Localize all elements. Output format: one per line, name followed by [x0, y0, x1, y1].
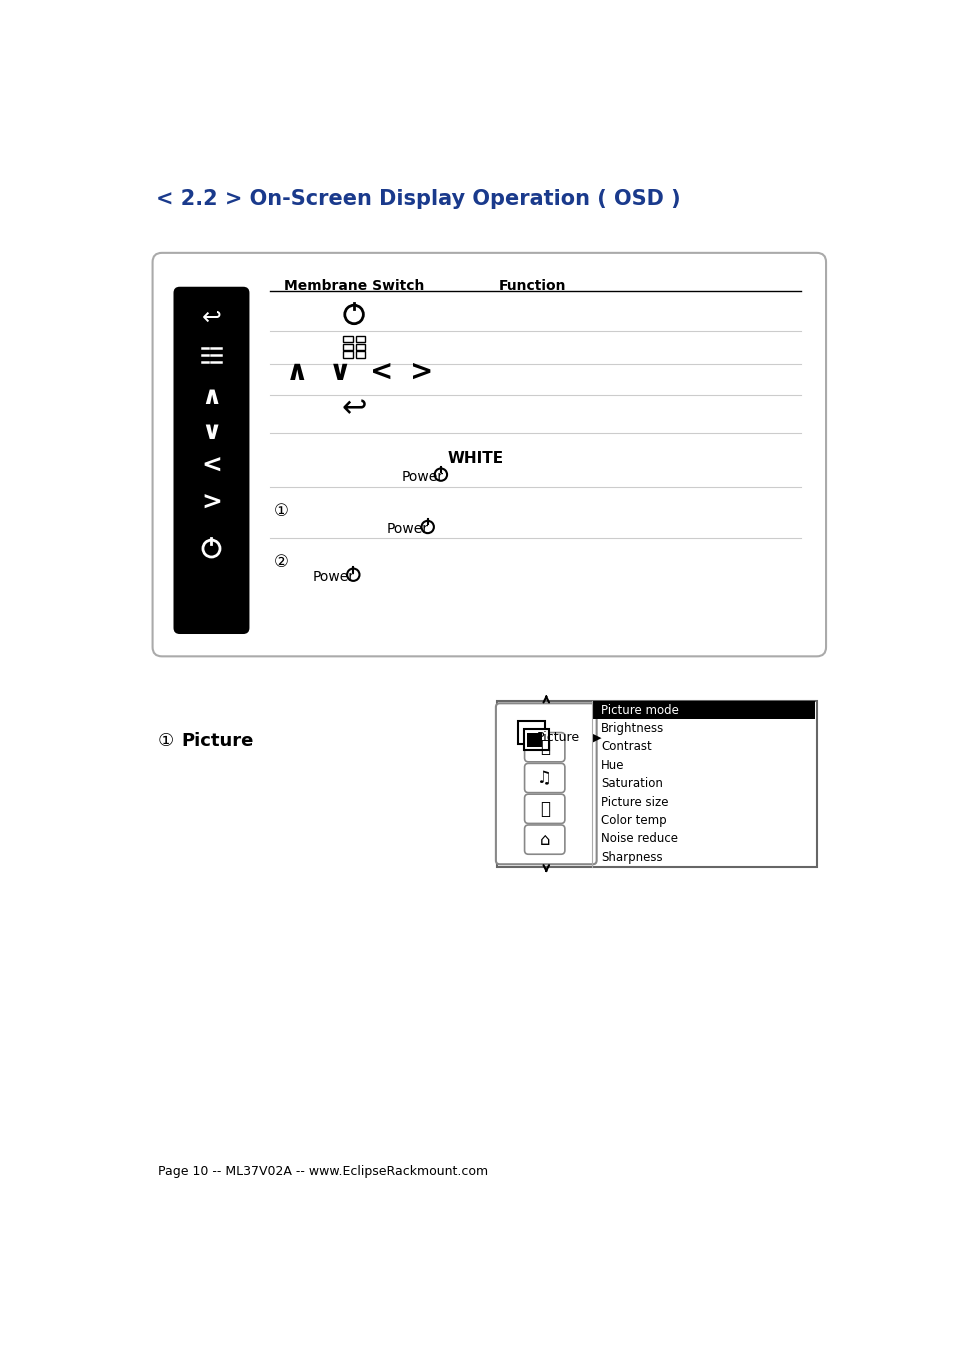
Bar [343, 344, 353, 350]
FancyBboxPatch shape [152, 252, 825, 656]
Bar [497, 701, 816, 867]
Text: <: < [201, 454, 222, 478]
Bar [592, 701, 815, 720]
FancyBboxPatch shape [524, 763, 564, 792]
Text: ⌂: ⌂ [538, 830, 549, 849]
Text: Power: Power [402, 470, 444, 485]
Text: ∨: ∨ [201, 420, 221, 444]
Text: ▶: ▶ [592, 733, 600, 743]
Bar [526, 733, 542, 747]
Text: 🖥: 🖥 [539, 738, 549, 756]
Text: Power: Power [313, 570, 355, 585]
Text: ∨: ∨ [329, 358, 351, 386]
Text: <: < [369, 358, 393, 386]
Text: 📺: 📺 [539, 799, 549, 818]
Text: Power: Power [386, 522, 428, 536]
Text: Sharpness: Sharpness [600, 850, 662, 864]
Text: >: > [201, 490, 222, 514]
Text: ①: ① [158, 732, 174, 749]
FancyBboxPatch shape [524, 825, 564, 855]
Text: Picture size: Picture size [600, 795, 668, 809]
Text: Page 10 -- ML37V02A -- www.EclipseRackmount.com: Page 10 -- ML37V02A -- www.EclipseRackmo… [158, 1165, 488, 1179]
FancyBboxPatch shape [524, 733, 564, 761]
Text: >: > [410, 358, 433, 386]
Text: Color temp: Color temp [600, 814, 666, 828]
Text: Saturation: Saturation [600, 778, 662, 790]
Bar [343, 351, 353, 358]
Text: Brightness: Brightness [600, 722, 664, 736]
Text: Picture: Picture [181, 732, 253, 749]
Bar [355, 336, 365, 342]
Text: Noise reduce: Noise reduce [600, 833, 678, 845]
Text: < 2.2 > On-Screen Display Operation ( OSD ): < 2.2 > On-Screen Display Operation ( OS… [156, 189, 680, 209]
FancyBboxPatch shape [173, 286, 249, 634]
FancyBboxPatch shape [517, 721, 545, 744]
FancyBboxPatch shape [524, 794, 564, 824]
Text: WHITE: WHITE [447, 451, 503, 466]
Bar [355, 351, 365, 358]
FancyBboxPatch shape [523, 729, 548, 751]
Bar [355, 344, 365, 350]
Text: ↩: ↩ [341, 394, 367, 423]
Text: ♫: ♫ [537, 769, 552, 787]
Text: ↩: ↩ [201, 305, 221, 329]
FancyBboxPatch shape [496, 703, 596, 864]
Text: ∧: ∧ [286, 358, 309, 386]
Text: ∧: ∧ [201, 385, 221, 409]
Text: Picture: Picture [536, 732, 578, 744]
Text: Contrast: Contrast [600, 741, 651, 753]
Text: Function: Function [498, 279, 566, 293]
Bar [343, 336, 353, 342]
Text: Membrane Switch: Membrane Switch [284, 279, 424, 293]
Text: Hue: Hue [600, 759, 624, 772]
Text: ①: ① [274, 502, 289, 520]
Text: Picture mode: Picture mode [600, 703, 679, 717]
Text: ②: ② [274, 554, 289, 571]
